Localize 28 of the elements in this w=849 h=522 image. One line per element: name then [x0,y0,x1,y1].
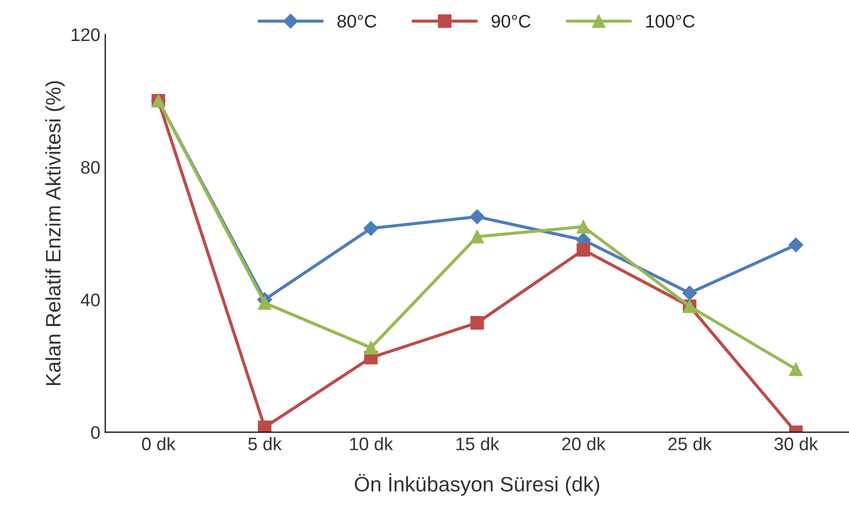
x-tick-label: 15 dk [456,437,500,450]
point [470,209,485,224]
x-axis-title: Ön İnkübasyon Süresi (dk) [354,473,600,496]
legend-label: 80°C [337,14,376,28]
point [576,243,590,257]
legend-label: 90°C [492,14,530,28]
legend-label: 100°C [646,14,695,28]
y-axis-title: Kalan Relatif Enzim Aktivitesi (%) [45,81,65,386]
point [682,286,698,300]
y-tick-label: 80 [81,160,100,174]
point [470,230,484,244]
point [788,238,804,252]
x-tick-label: 30 dk [774,437,818,450]
point [789,362,803,376]
point [364,340,378,354]
x-tick-label: 0 dk [142,437,176,450]
x-tick-label: 10 dk [350,437,394,450]
x-tick-label: 25 dk [668,437,712,450]
point [258,420,272,432]
point [470,316,484,330]
point [576,220,590,234]
y-tick-label: 40 [80,294,100,306]
x-tick-label: 20 dk [562,437,606,450]
y-tick-label: 120 [72,28,100,42]
y-tick-label: 0 [91,426,100,439]
point [258,296,272,310]
point [363,220,378,236]
x-tick-label: 5 dk [248,437,282,450]
